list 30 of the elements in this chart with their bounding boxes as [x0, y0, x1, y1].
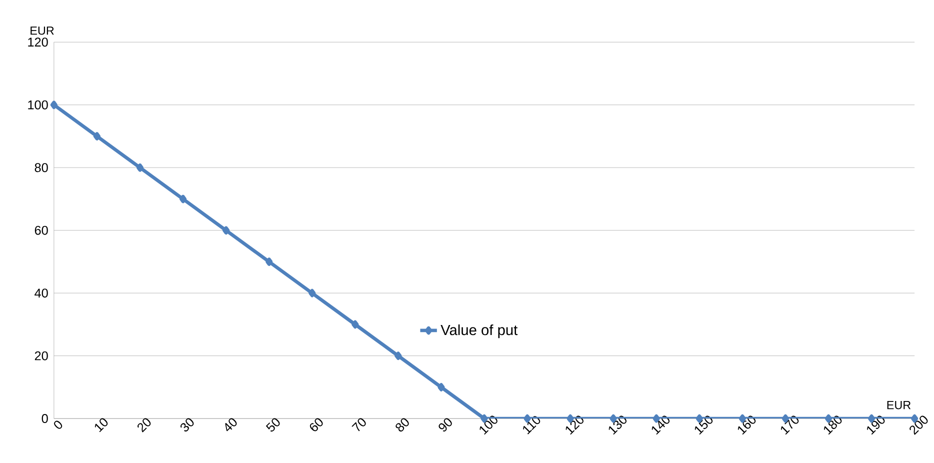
point — [266, 258, 273, 266]
x-tick-label: 40 — [225, 418, 237, 432]
point — [136, 164, 144, 172]
x-tick-label: 20 — [138, 418, 151, 433]
y-tick-label: 40 — [34, 288, 48, 298]
x-tick-label: 60 — [310, 418, 323, 432]
x-tick-label: 10 — [94, 418, 108, 432]
x-tick-label: 50 — [266, 418, 280, 432]
x-tick-label: 30 — [180, 418, 194, 432]
point — [394, 352, 402, 360]
point — [438, 383, 445, 392]
point — [179, 194, 187, 204]
point — [352, 320, 359, 329]
y-tick-label: 120 — [28, 38, 48, 47]
y-tick-label: 20 — [34, 351, 48, 360]
x-tick-label: 70 — [352, 418, 366, 432]
y-tick-label: 60 — [34, 226, 48, 236]
x-tick-label: 0 — [54, 420, 62, 429]
x-axis-title: EUR — [887, 401, 911, 410]
y-tick-label: 80 — [34, 163, 48, 172]
point — [93, 132, 101, 141]
x-tick-label: 80 — [396, 418, 409, 432]
x-tick-label: 90 — [438, 418, 452, 432]
y-tick-label: 100 — [28, 100, 48, 110]
point — [308, 289, 316, 298]
point — [222, 226, 230, 235]
x-tick-label: 200 — [910, 416, 928, 436]
point — [50, 100, 58, 110]
legend-label: Value of put — [440, 324, 518, 338]
y-axis-title: EUR — [30, 26, 54, 35]
